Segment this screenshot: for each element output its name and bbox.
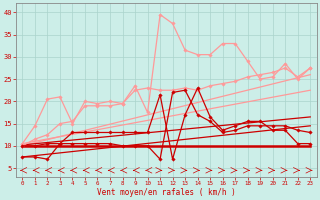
X-axis label: Vent moyen/en rafales ( km/h ): Vent moyen/en rafales ( km/h ): [97, 188, 236, 197]
